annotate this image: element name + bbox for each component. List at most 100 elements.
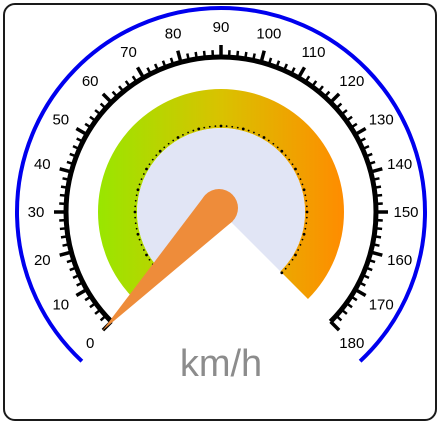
tick-label: 50 (52, 112, 69, 129)
minor-tick (275, 60, 281, 68)
major-tick (296, 66, 307, 79)
inner-scale-dot (280, 149, 284, 153)
major-tick (176, 50, 183, 63)
minor-tick (169, 57, 175, 65)
minor-tick (66, 258, 74, 264)
inner-scale-dot (302, 188, 306, 192)
tick-label: 10 (52, 297, 69, 314)
major-tick (75, 126, 88, 137)
inner-scale-dot (305, 222, 308, 225)
minor-tick (235, 50, 240, 58)
minor-tick (202, 50, 207, 58)
minor-tick (99, 314, 107, 322)
minor-tick (340, 308, 348, 315)
minor-tick (373, 235, 382, 239)
minor-tick (373, 185, 382, 189)
scale-ticks (54, 45, 388, 332)
tick-label: 80 (165, 25, 182, 42)
minor-tick (84, 295, 92, 302)
speed-color-band (97, 88, 344, 299)
minor-tick (59, 226, 67, 231)
inner-scale-dot (134, 216, 137, 219)
inner-scale-dot (140, 244, 143, 246)
minor-tick (340, 109, 348, 116)
tick-label: 40 (34, 156, 51, 173)
minor-tick (375, 193, 383, 198)
inner-scale-dot (258, 133, 260, 136)
minor-tick (323, 90, 331, 98)
minor-tick (89, 115, 97, 122)
inner-scale-dot (148, 258, 151, 261)
minor-tick (59, 193, 67, 198)
minor-tick (282, 63, 289, 71)
inner-scale-dot (262, 136, 266, 139)
inner-scale-dot (301, 183, 304, 186)
minor-tick (252, 53, 256, 61)
inner-scale-dot (136, 232, 140, 236)
minor-tick (368, 160, 376, 166)
minor-tick (89, 302, 97, 309)
inner-scale-dot (301, 238, 304, 241)
inner-scale-dot (182, 133, 184, 136)
inner-scale-dot (253, 131, 255, 134)
major-tick (370, 167, 383, 174)
major-tick (354, 287, 367, 298)
inner-scale-dot (288, 158, 291, 161)
minor-tick (365, 266, 373, 272)
minor-tick (69, 152, 77, 158)
major-tick (59, 167, 72, 174)
minor-tick (372, 243, 380, 247)
tick-label: 120 (339, 73, 364, 90)
inner-scale-dot (214, 125, 217, 128)
inner-scale-dot (192, 129, 195, 132)
inner-scale-dot (305, 205, 308, 208)
major-tick (59, 250, 72, 257)
inner-scale-dot (299, 244, 302, 246)
inner-scale-dot (284, 267, 287, 270)
inner-scale-dot (176, 136, 180, 139)
minor-tick (368, 258, 376, 264)
inner-scale-dot (135, 194, 138, 197)
inner-scale-dot (294, 253, 297, 257)
inner-scale-dot (138, 238, 141, 241)
inner-scale-dot (158, 149, 162, 153)
inner-scale-dot (134, 222, 137, 225)
minor-tick (186, 53, 190, 61)
inner-scale-dot (135, 227, 138, 230)
inner-scale-dot (197, 127, 201, 131)
inner-scale-dot (140, 178, 143, 180)
inner-scale-dot (276, 146, 279, 149)
tick-label: 140 (387, 156, 412, 173)
minor-tick (335, 102, 343, 110)
needle-hub (200, 189, 238, 227)
major-tick (75, 287, 88, 298)
major-tick (329, 320, 341, 332)
major-tick (354, 126, 367, 137)
inner-scale-dot (291, 163, 294, 166)
inner-scale-dot (219, 124, 223, 128)
inner-scale-dot (302, 232, 306, 236)
inner-scale-dot (305, 199, 308, 202)
minor-tick (362, 144, 370, 151)
outer-range-arc (15, 6, 427, 363)
inner-scale-dot (208, 125, 211, 128)
minor-tick (194, 51, 198, 60)
inner-scale-dot (272, 142, 275, 145)
inner-scale-dot (288, 263, 291, 266)
tick-label: 70 (120, 44, 137, 61)
minor-tick (76, 281, 84, 287)
gauge-needle (102, 194, 233, 331)
minor-tick (345, 302, 353, 309)
inner-scale-dot (305, 210, 309, 214)
inner-scale-dot (142, 173, 145, 175)
inner-scale-dot (294, 167, 297, 171)
minor-tick (69, 266, 77, 272)
inner-scale-dot (151, 158, 154, 161)
minor-tick (111, 90, 119, 98)
inner-scale-dot (142, 249, 145, 251)
minor-tick (335, 314, 343, 322)
inner-scale-dot (138, 183, 141, 186)
inner-scale-dot (167, 142, 170, 145)
inner-scale-dot (134, 205, 137, 208)
tick-label: 0 (86, 335, 94, 352)
